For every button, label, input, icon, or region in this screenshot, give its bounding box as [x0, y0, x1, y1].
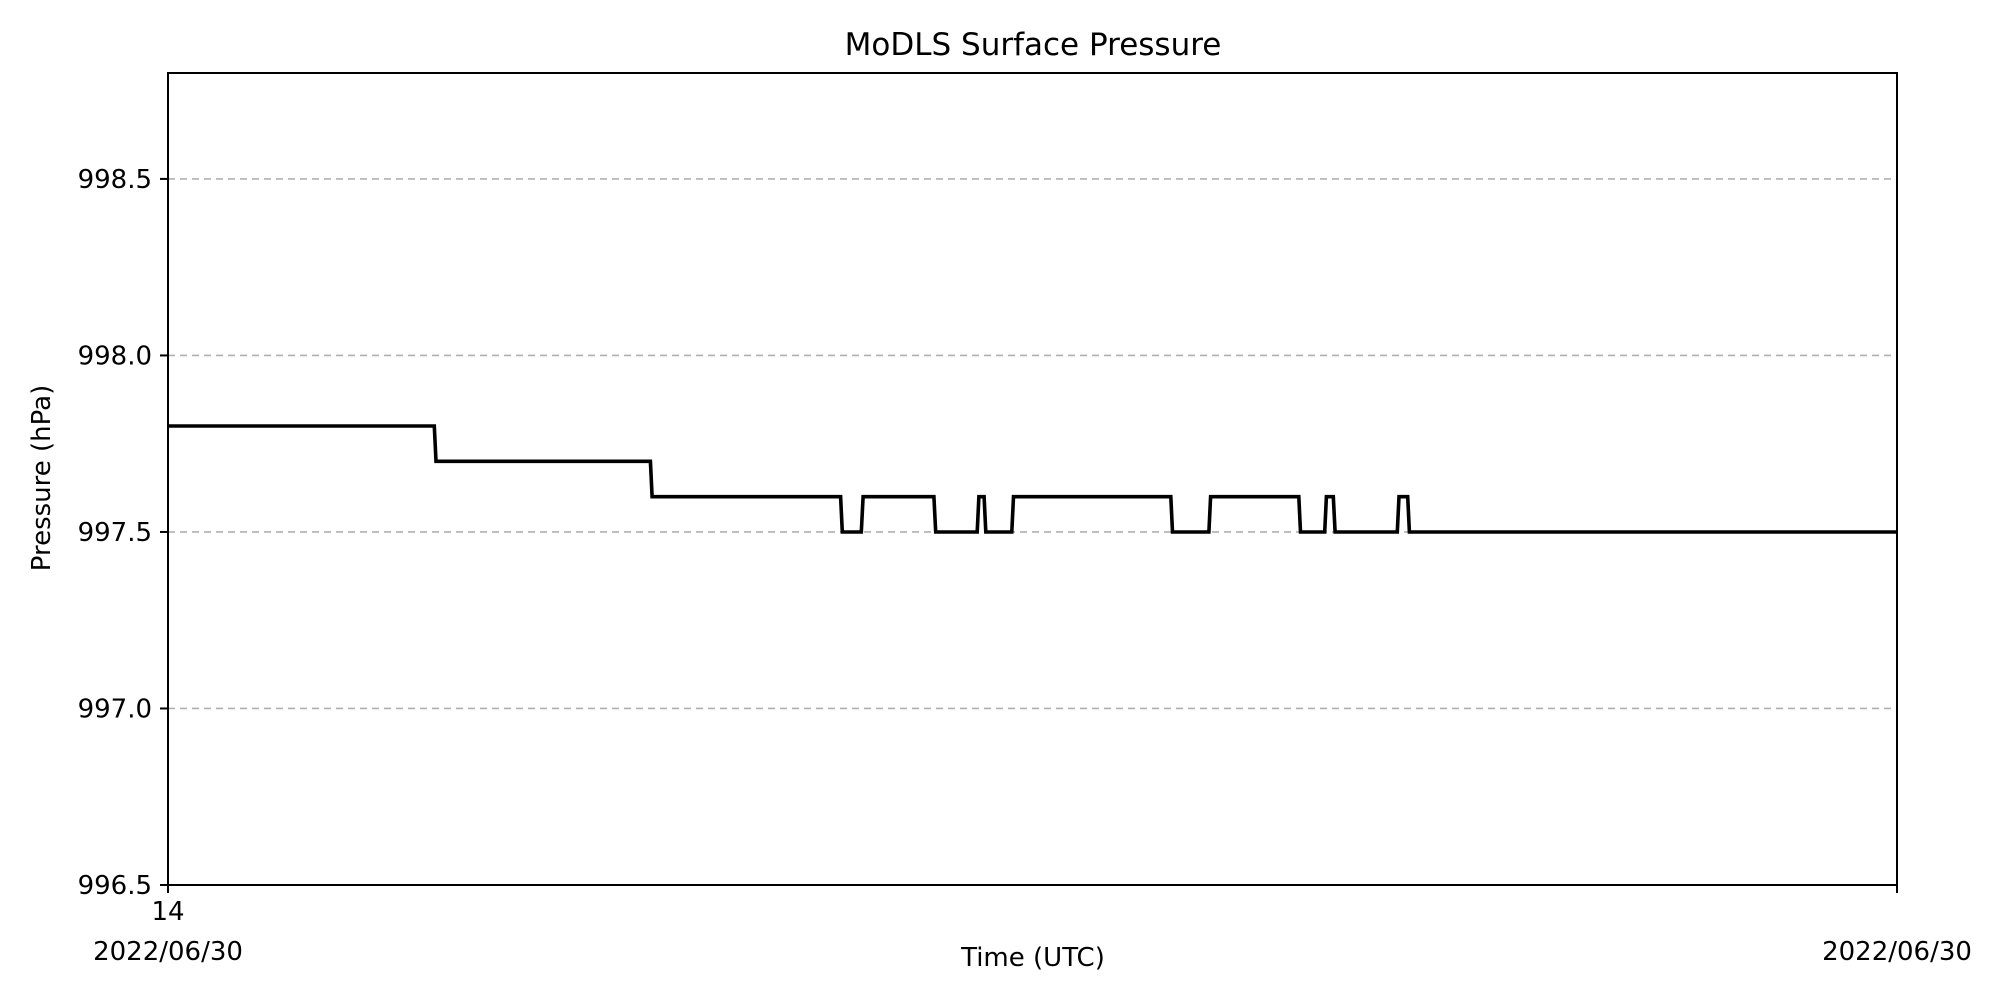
y-tick-label: 998.0: [78, 341, 152, 371]
y-tick-label: 997.0: [78, 694, 152, 724]
y-axis: 996.5 997.0 997.5 998.0 998.5: [78, 165, 168, 901]
series-layer: [168, 424, 1897, 534]
x-axis-label: Time (UTC): [960, 943, 1105, 973]
plot-frame: [167, 72, 1898, 886]
y-tick-label: 997.5: [78, 518, 152, 548]
chart-title: MoDLS Surface Pressure: [845, 27, 1222, 63]
x-tick-date-label: 2022/06/30: [1822, 937, 1972, 967]
x-tick-date-label: 2022/06/30: [93, 937, 243, 967]
pressure-series-line: [168, 424, 1897, 534]
x-axis: 14 2022/06/30 2022/06/30: [93, 885, 1972, 967]
y-tick-label: 996.5: [78, 871, 152, 901]
x-tick-time-label: 14: [151, 897, 184, 927]
y-tick-label: 998.5: [78, 165, 152, 195]
y-axis-label: Pressure (hPa): [27, 385, 57, 572]
